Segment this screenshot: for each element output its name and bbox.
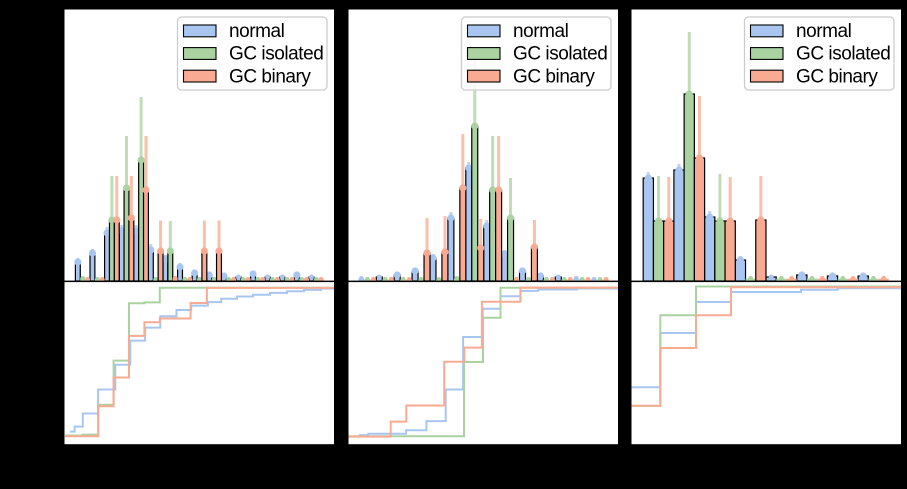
svg-text:GC binary: GC binary bbox=[796, 66, 878, 87]
svg-text:normal: normal bbox=[229, 21, 284, 42]
svg-text:GC binary: GC binary bbox=[229, 66, 311, 87]
svg-text:GC binary: GC binary bbox=[513, 66, 595, 87]
svg-text:GC isolated: GC isolated bbox=[513, 44, 607, 65]
svg-text:normal: normal bbox=[796, 21, 851, 42]
svg-text:normal: normal bbox=[513, 21, 568, 42]
svg-text:GC isolated: GC isolated bbox=[229, 44, 323, 65]
svg-text:GC isolated: GC isolated bbox=[796, 44, 890, 65]
